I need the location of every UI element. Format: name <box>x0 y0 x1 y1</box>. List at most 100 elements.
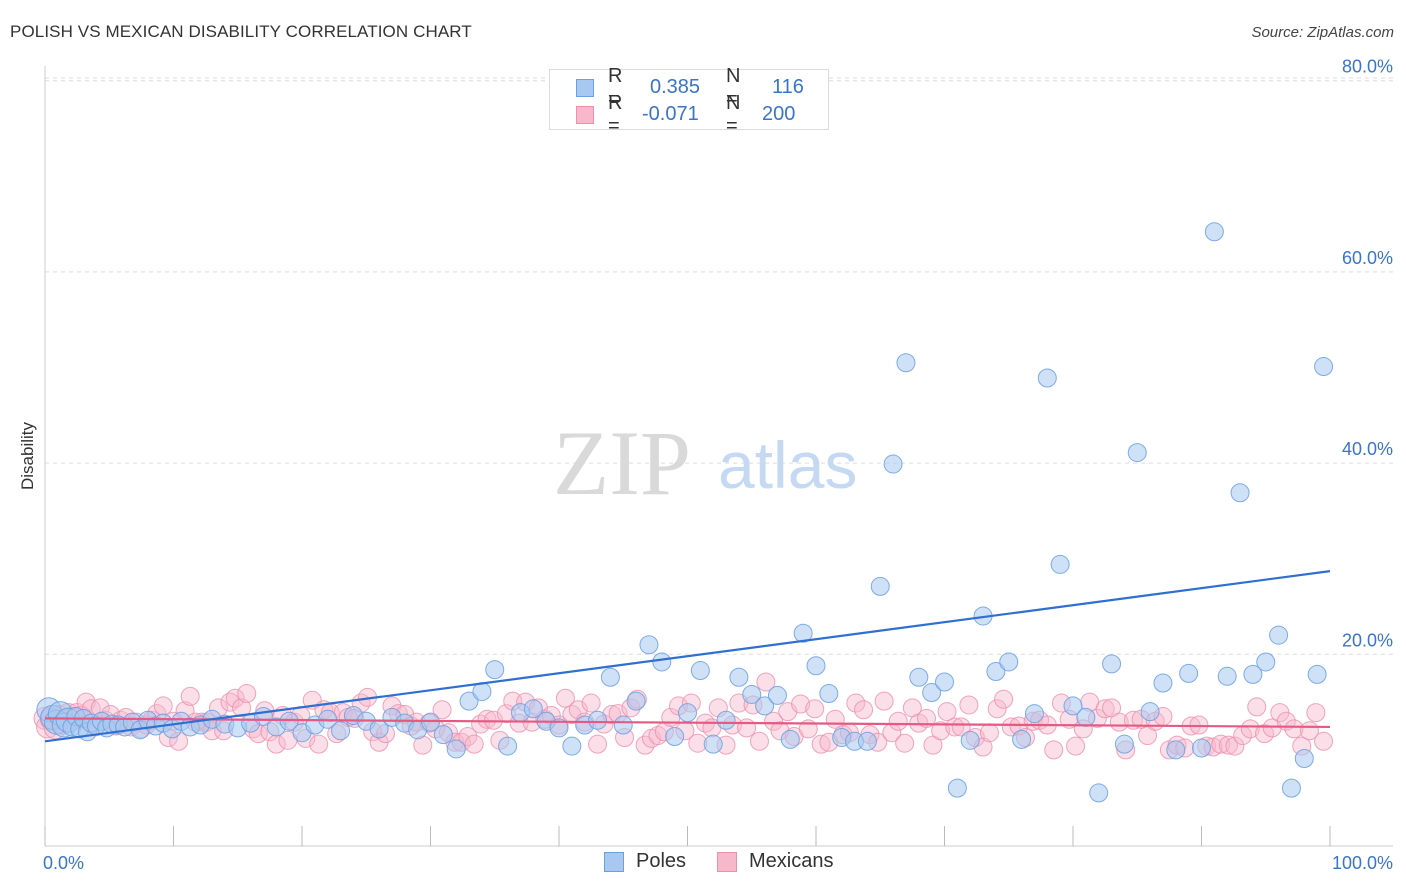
mexicans-point <box>951 717 971 737</box>
poles-point <box>600 667 620 687</box>
poles-point <box>1307 664 1327 684</box>
poles-point <box>1281 778 1301 798</box>
mexicans-legend-swatch <box>717 851 737 872</box>
mexicans-point <box>555 688 575 708</box>
mexicans-point <box>937 702 957 722</box>
poles-point <box>1230 483 1250 503</box>
mexicans-point <box>737 718 757 738</box>
y-tick-label: 60.0% <box>1342 248 1393 268</box>
poles-point <box>806 656 826 676</box>
poles-point <box>755 696 775 716</box>
poles-r-value: 0.385 <box>650 76 701 98</box>
poles-point <box>1243 664 1263 684</box>
mexicans-point <box>805 699 825 719</box>
mexicans-point <box>1314 731 1334 751</box>
poles-point <box>1269 625 1289 645</box>
poles-point <box>1140 702 1160 722</box>
poles-point <box>1114 734 1134 754</box>
mexicans-point <box>232 698 252 718</box>
mexicans-point <box>1306 703 1326 723</box>
poles-point <box>678 703 697 723</box>
mexicans-point <box>874 691 894 711</box>
mexicans-point <box>180 686 200 706</box>
poles-legend-swatch <box>604 851 624 872</box>
mexicans-point <box>237 683 257 703</box>
poles-point <box>1192 738 1211 758</box>
poles-point <box>999 652 1019 672</box>
mexicans-trend-line <box>44 717 1331 729</box>
legend-item-poles[interactable]: Poles <box>604 850 686 873</box>
mexicans-point <box>1225 736 1245 756</box>
mexicans-legend-label: Mexicans <box>749 850 834 872</box>
mexicans-point <box>1254 724 1274 744</box>
poles-point <box>523 699 543 719</box>
poles-point <box>459 691 479 711</box>
poles-point <box>742 684 762 704</box>
poles-point <box>1153 673 1173 693</box>
poles-point <box>1012 729 1032 749</box>
poles-point <box>767 685 787 705</box>
poles-point <box>1050 554 1070 574</box>
mexicans-point <box>945 717 965 737</box>
mexicans-point <box>791 694 811 714</box>
mexicans-point <box>1066 736 1086 756</box>
poles-point <box>703 734 723 754</box>
poles-point <box>1179 663 1199 683</box>
poles-point <box>652 652 672 672</box>
poles-point <box>1089 783 1109 803</box>
poles-point <box>947 778 967 798</box>
mexicans-r-label: R = <box>608 91 623 137</box>
poles-point <box>896 353 916 373</box>
mexicans-point <box>846 693 866 713</box>
poles-point <box>922 683 942 703</box>
mexicans-point <box>756 672 776 692</box>
poles-point <box>639 635 659 655</box>
mexicans-point <box>1247 697 1267 717</box>
poles-point <box>485 660 505 680</box>
mexicans-point <box>477 709 497 729</box>
poles-point <box>1217 666 1237 686</box>
poles-point <box>1127 443 1147 463</box>
watermark-zip: ZIP <box>553 412 691 514</box>
poles-point <box>819 683 839 703</box>
mexicans-n-label: N = <box>726 91 741 137</box>
mexicans-point <box>1240 719 1260 739</box>
poles-point <box>986 662 1006 682</box>
mexicans-point <box>764 711 784 731</box>
poles-r-label: R = <box>608 64 623 110</box>
mexicans-point <box>888 711 908 731</box>
poles-point <box>279 711 299 731</box>
mexicans-point <box>811 734 831 754</box>
poles-point <box>909 667 929 687</box>
mexicans-point <box>588 734 608 754</box>
mexicans-point <box>1001 717 1021 737</box>
mexicans-point <box>309 734 329 754</box>
mexicans-point <box>749 731 769 751</box>
mexicans-point <box>1211 734 1231 754</box>
poles-point <box>1166 740 1186 760</box>
mexicans-n-value: 200 <box>762 103 796 125</box>
poles-point <box>716 710 736 730</box>
mexicans-point <box>854 700 874 720</box>
mexicans-point <box>1044 740 1064 760</box>
mexicans-point <box>987 699 1007 719</box>
source-label: Source: ZipAtlas.com <box>1251 24 1394 41</box>
poles-point <box>1204 222 1224 242</box>
legend-item-mexicans[interactable]: Mexicans <box>717 850 833 873</box>
poles-point <box>729 667 749 687</box>
mexicans-point <box>153 696 173 716</box>
poles-point <box>780 729 800 749</box>
mexicans-point <box>917 708 937 728</box>
chart-title: POLISH VS MEXICAN DISABILITY CORRELATION… <box>10 22 472 41</box>
y-tick-label: 40.0% <box>1342 439 1393 459</box>
poles-point <box>331 721 351 741</box>
poles-point <box>935 672 954 692</box>
y-tick-label: 20.0% <box>1342 630 1393 650</box>
poles-point <box>1256 652 1276 672</box>
poles-point <box>562 736 582 756</box>
stats-legend: R = 0.385 N = 116 R = -0.071 N = 200 <box>549 65 829 137</box>
poles-point <box>421 712 440 732</box>
mexicans-point <box>1218 735 1238 755</box>
grid-layer <box>45 77 1393 655</box>
